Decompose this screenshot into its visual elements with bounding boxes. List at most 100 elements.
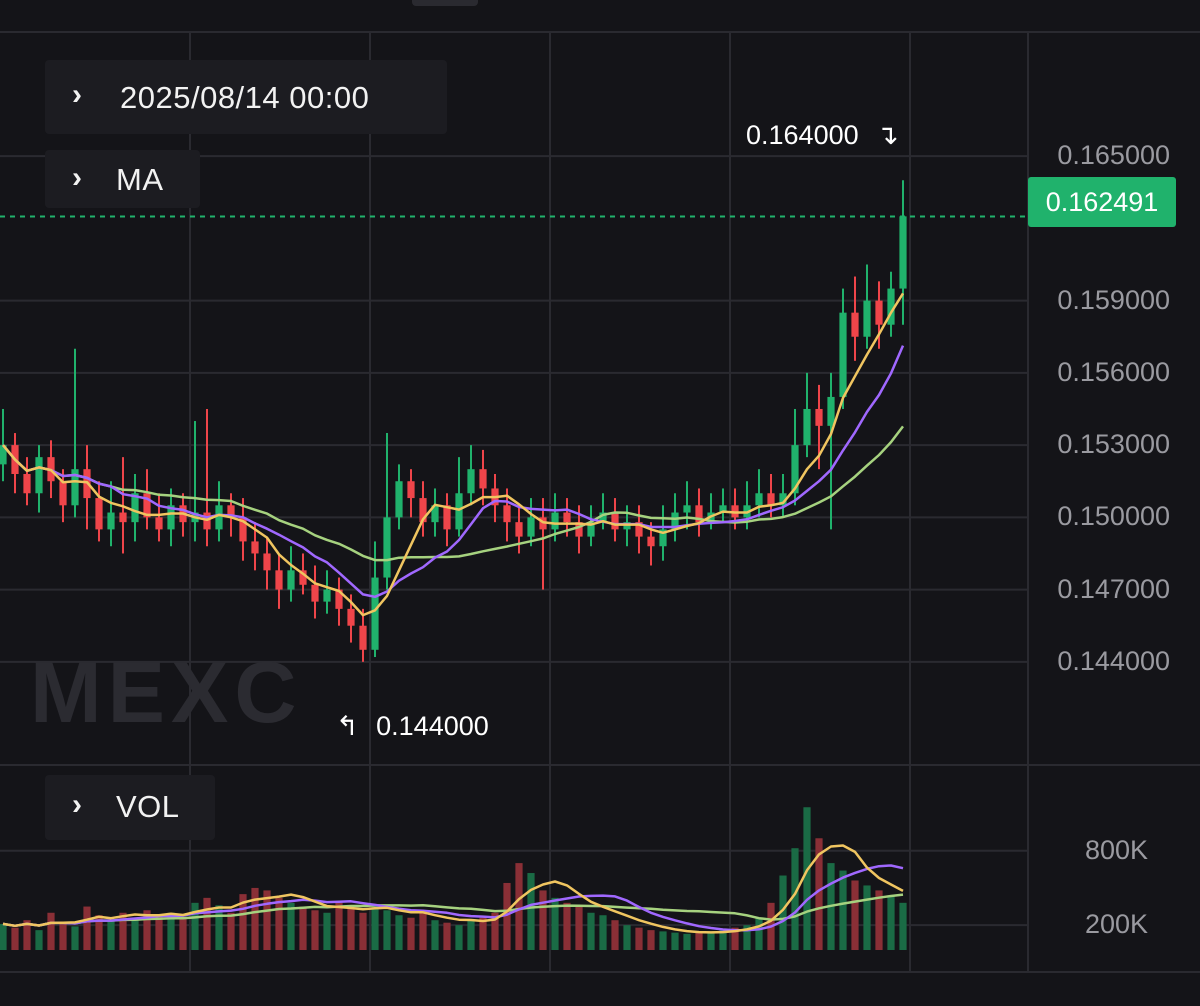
volume-average-lines: [2, 844, 904, 934]
candle-body: [575, 522, 583, 537]
vol-label: VOL: [116, 789, 180, 824]
candle-body: [779, 493, 787, 506]
volume-bar: [203, 897, 211, 950]
candle-body: [167, 505, 175, 530]
price-tick-label: 0.144000: [1057, 645, 1170, 676]
candle-body: [359, 625, 367, 650]
candle-body: [59, 481, 67, 506]
candle-body: [155, 517, 163, 530]
chevron-right-icon[interactable]: ›: [72, 788, 82, 821]
volume-bar: [215, 905, 223, 950]
candle-body: [215, 505, 223, 530]
volume-bar: [179, 918, 187, 950]
candle-body: [23, 474, 31, 494]
price-tick-label: 0.153000: [1057, 429, 1170, 460]
volume-bar: [359, 912, 367, 950]
chevron-right-icon[interactable]: ›: [72, 161, 82, 194]
candle-body: [0, 445, 7, 465]
candle-body: [467, 469, 475, 494]
datetime-box[interactable]: [45, 60, 447, 134]
volume-bar: [275, 897, 283, 950]
low-marker-label: ↰ 0.144000: [336, 711, 489, 742]
volume-bar: [23, 920, 31, 950]
candle-body: [815, 408, 823, 426]
volume-bar: [791, 848, 799, 950]
candle-body: [431, 505, 439, 523]
price-tick-label: 0.165000: [1057, 140, 1170, 171]
volume-bar: [107, 920, 115, 950]
volume-bar: [467, 918, 475, 950]
volume-bar: [659, 931, 667, 950]
volume-bar: [251, 887, 259, 950]
vol-indicator-box[interactable]: [45, 775, 215, 840]
candle-body: [587, 522, 595, 537]
candle-body: [611, 512, 619, 530]
volume-bar: [623, 925, 631, 950]
price-tick-label: 0.150000: [1057, 501, 1170, 532]
candle-body: [671, 512, 679, 530]
candle-body: [251, 541, 259, 554]
volume-bar: [803, 807, 811, 950]
vol-ma-long-line: [2, 893, 904, 928]
volume-bar: [311, 910, 319, 950]
candle-body: [683, 505, 691, 513]
candle-body: [335, 589, 343, 609]
ma-indicator-box[interactable]: [45, 150, 200, 208]
moving-average-lines: [2, 292, 905, 617]
candle-body: [395, 481, 403, 518]
high-marker-label: 0.164000 ↴: [746, 120, 899, 151]
volume-bar: [683, 933, 691, 950]
candle-body: [263, 553, 271, 571]
arrow-up-icon: ↰: [336, 711, 359, 741]
volume-tick-label: 200K: [1084, 909, 1148, 940]
candle-body: [839, 312, 847, 397]
volume-bar: [815, 838, 823, 950]
ma-label: MA: [116, 162, 164, 197]
candle-body: [635, 522, 643, 537]
volume-bar: [455, 925, 463, 950]
volume-bar: [371, 905, 379, 950]
volume-bar: [887, 895, 895, 950]
candle-body: [563, 512, 571, 523]
volume-bar: [335, 902, 343, 950]
volume-bar: [323, 912, 331, 950]
volume-bar: [851, 880, 859, 950]
candle-body: [659, 529, 667, 547]
volume-bar: [299, 906, 307, 950]
volume-bar: [671, 932, 679, 950]
price-tick-label: 0.156000: [1057, 356, 1170, 387]
volume-tick-label: 800K: [1084, 834, 1148, 865]
volume-bar: [839, 870, 847, 950]
price-tick-label: 0.159000: [1057, 284, 1170, 315]
volume-bar: [119, 912, 127, 950]
candle-body: [323, 589, 331, 602]
candle-body: [719, 505, 727, 513]
price-tick-label: 0.147000: [1057, 573, 1170, 604]
volume-bar: [899, 902, 907, 950]
volume-bar: [419, 912, 427, 950]
candle-body: [371, 577, 379, 650]
candle-body: [383, 517, 391, 578]
candle-body: [899, 216, 907, 289]
volume-bar: [191, 902, 199, 950]
volume-bar: [47, 912, 55, 950]
volume-bar: [155, 915, 163, 950]
candle-body: [95, 498, 103, 530]
candle-body: [803, 408, 811, 446]
ma-long-line: [2, 425, 904, 562]
candle-body: [827, 396, 835, 426]
top-handle[interactable]: [412, 0, 478, 6]
volume-bar: [563, 902, 571, 950]
candle-body: [551, 512, 559, 530]
volume-bar: [575, 905, 583, 950]
volume-bar: [875, 890, 883, 950]
volume-bar: [59, 922, 67, 950]
vol-ma-short-line: [2, 844, 904, 934]
volume-bar: [407, 917, 415, 950]
volume-bar: [143, 910, 151, 950]
volume-bar: [287, 902, 295, 950]
volume-bar: [227, 912, 235, 950]
chevron-right-icon[interactable]: ›: [72, 78, 82, 111]
volume-bar: [83, 906, 91, 950]
volume-bar: [131, 917, 139, 950]
